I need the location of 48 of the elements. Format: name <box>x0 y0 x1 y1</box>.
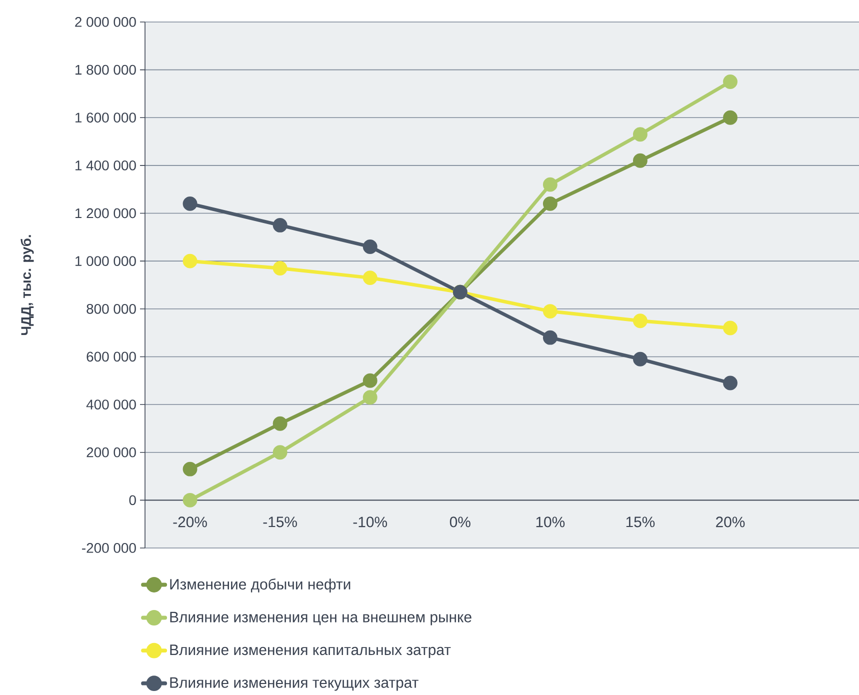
point <box>182 462 198 476</box>
x-tick-label: 15% <box>626 516 655 528</box>
y-tick-label: 1 200 000 <box>76 208 136 218</box>
point <box>272 445 288 460</box>
y-axis-title: ЧДД, тыс. руб. <box>20 235 34 336</box>
x-tick-label: -20% <box>173 516 207 528</box>
point <box>723 376 738 390</box>
point <box>632 127 648 142</box>
x-tick-label: 10% <box>536 516 565 528</box>
legend-label: Влияние изменения текущих затрат <box>170 677 418 691</box>
legend-label: Изменение добычи нефти <box>170 578 350 593</box>
legend-label: Влияние изменения капитальных затрат <box>170 644 451 658</box>
point <box>182 196 198 211</box>
point <box>542 177 558 192</box>
y-tick-label: -200 000 <box>82 543 136 553</box>
y-tick-label: 2 000 000 <box>75 17 136 27</box>
point <box>272 261 288 276</box>
point <box>362 240 378 254</box>
point <box>182 492 198 508</box>
point <box>272 218 288 232</box>
point <box>632 314 648 328</box>
y-tick-label: 200 000 <box>86 447 136 458</box>
x-tick-label: 0% <box>450 516 470 528</box>
x-tick-label: -15% <box>263 516 297 528</box>
point <box>632 352 648 366</box>
y-tick-label: 800 000 <box>86 304 136 314</box>
point <box>723 110 738 125</box>
x-tick-label: -10% <box>353 516 387 528</box>
point <box>182 254 198 268</box>
point <box>723 320 738 336</box>
y-tick-label: 600 000 <box>86 352 136 362</box>
x-tick-label: 20% <box>716 516 745 528</box>
y-tick-label: 1 000 000 <box>76 256 136 266</box>
point <box>272 416 288 431</box>
point <box>362 390 378 405</box>
point <box>542 196 558 211</box>
point <box>723 74 738 89</box>
legend-label: Влияние изменения цен на внешнем рынке <box>170 612 472 626</box>
y-tick-label: 1 800 000 <box>76 64 136 75</box>
y-tick-label: 400 000 <box>86 400 136 410</box>
y-tick-label: 1 400 000 <box>76 160 136 170</box>
point <box>542 304 558 319</box>
point <box>542 330 558 345</box>
point <box>632 153 648 168</box>
point <box>362 270 378 286</box>
y-tick-label: 1 600 000 <box>76 112 136 123</box>
y-tick-label: 0 <box>129 495 136 506</box>
point <box>362 373 378 388</box>
